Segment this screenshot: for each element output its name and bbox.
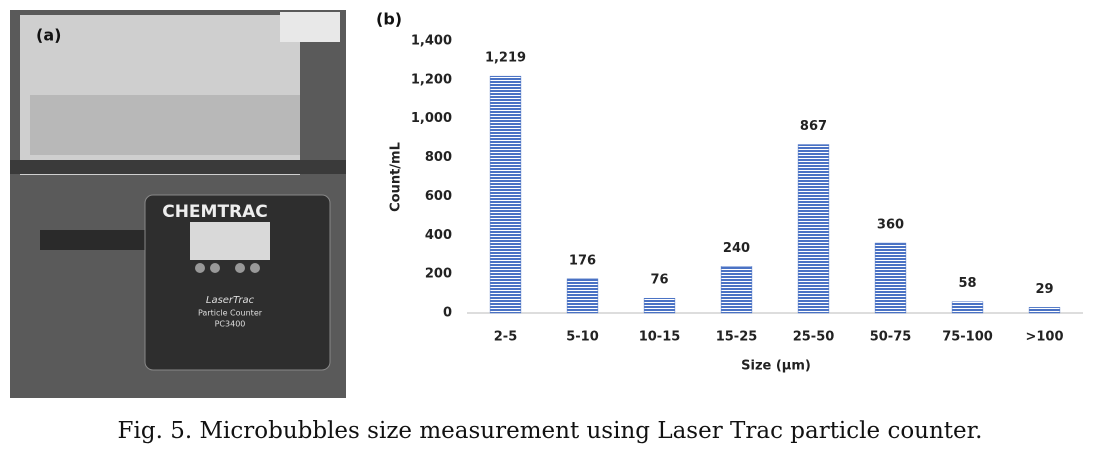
y-tick-label: 200 xyxy=(425,267,452,282)
x-tick-label: 25-50 xyxy=(793,330,835,345)
bar xyxy=(720,266,753,314)
x-tick-label: >100 xyxy=(1025,330,1063,345)
y-tick-label: 400 xyxy=(425,228,452,243)
bar xyxy=(951,301,984,314)
bar xyxy=(643,297,676,314)
y-axis-label: Count/mL xyxy=(389,142,404,212)
y-tick-label: 1,200 xyxy=(411,72,452,87)
photo-button xyxy=(210,263,220,273)
y-tick-label: 0 xyxy=(443,306,452,321)
photo-text: Particle Counter xyxy=(198,309,263,318)
bar xyxy=(566,278,599,314)
value-label: 76 xyxy=(650,273,668,288)
y-tick-label: 800 xyxy=(425,150,452,165)
photo-button xyxy=(195,263,205,273)
bar xyxy=(489,75,522,314)
photo-rail xyxy=(40,230,160,250)
y-tick-label: 1,000 xyxy=(411,111,452,126)
x-tick-label: 2-5 xyxy=(494,330,518,345)
panel-label: (b) xyxy=(376,10,402,29)
panel-label: (a) xyxy=(36,26,61,45)
value-label: 58 xyxy=(958,276,976,291)
bar xyxy=(797,144,830,314)
y-tick-label: 1,400 xyxy=(411,34,452,49)
x-tick-label: 15-25 xyxy=(716,330,758,345)
photo-text: CHEMTRAC xyxy=(162,202,268,222)
x-tick-label: 10-15 xyxy=(639,330,681,345)
value-label: 360 xyxy=(877,218,904,233)
value-label: 867 xyxy=(800,119,827,134)
value-label: 176 xyxy=(569,253,596,268)
photo-text: LaserTrac xyxy=(206,295,255,306)
photo-rail xyxy=(10,160,346,174)
caption: Fig. 5. Microbubbles size measurement us… xyxy=(118,418,983,444)
x-tick-label: 75-100 xyxy=(942,330,993,345)
photo-text: PC3400 xyxy=(215,320,246,329)
value-label: 240 xyxy=(723,241,750,256)
x-tick-label: 50-75 xyxy=(870,330,912,345)
photo-button xyxy=(250,263,260,273)
x-tick-label: 5-10 xyxy=(566,330,599,345)
photo-panel xyxy=(30,95,300,155)
value-label: 29 xyxy=(1035,282,1053,297)
y-tick-label: 600 xyxy=(425,189,452,204)
bar xyxy=(1028,307,1061,314)
photo-button xyxy=(235,263,245,273)
photo-screen xyxy=(190,222,270,260)
photo: (a) CHEMTRAC LaserTrac Particle Counter … xyxy=(10,10,346,398)
x-axis-label: Size (µm) xyxy=(741,359,811,374)
value-label: 1,219 xyxy=(485,51,526,66)
photo-sensor xyxy=(280,12,340,42)
bar xyxy=(874,242,907,314)
